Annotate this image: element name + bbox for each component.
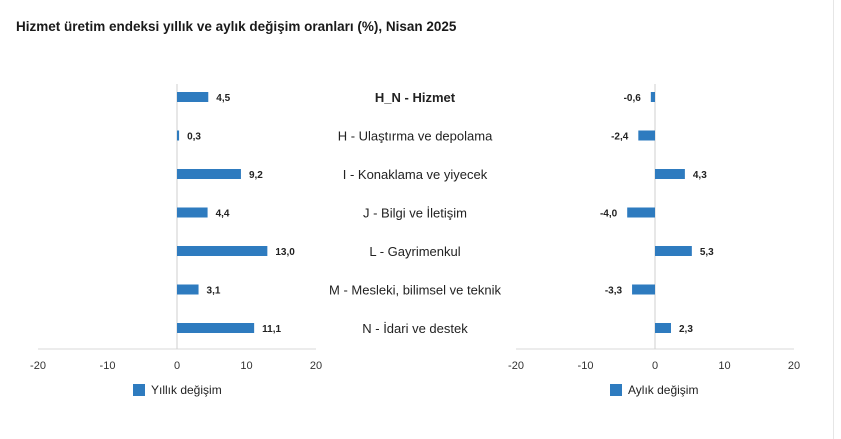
x-tick-label-aylik: 0 <box>652 360 658 372</box>
data-label-aylik: -3,3 <box>605 286 623 297</box>
bar-yillik[interactable] <box>177 169 241 179</box>
bar-aylik[interactable] <box>655 169 685 179</box>
data-label-yillik: 9,2 <box>249 170 263 181</box>
data-label-aylik: -2,4 <box>611 132 629 143</box>
bar-yillik[interactable] <box>177 246 268 256</box>
x-tick-label-yillik: -10 <box>100 360 116 372</box>
category-label: H - Ulaştırma ve depolama <box>338 129 493 144</box>
data-label-aylik: -4,0 <box>600 209 618 220</box>
data-label-yillik: 0,3 <box>187 132 201 143</box>
data-label-aylik: 2,3 <box>679 324 693 335</box>
legend-swatch-yillik <box>133 384 145 396</box>
category-label: I - Konaklama ve yiyecek <box>343 167 488 182</box>
data-label-aylik: 4,3 <box>693 170 707 181</box>
x-tick-label-aylik: -10 <box>578 360 594 372</box>
x-tick-label-yillik: 10 <box>240 360 252 372</box>
legend-yillik[interactable]: Yıllık değişim <box>133 383 222 397</box>
bar-aylik[interactable] <box>638 130 655 141</box>
bar-yillik[interactable] <box>177 323 255 333</box>
bar-aylik[interactable] <box>627 207 655 218</box>
chart-title: Hizmet üretim endeksi yıllık ve aylık de… <box>16 19 457 34</box>
category-label: N - İdari ve destek <box>362 321 468 336</box>
bar-aylik[interactable] <box>655 323 671 333</box>
bar-yillik[interactable] <box>177 92 209 102</box>
bar-yillik[interactable] <box>177 130 180 141</box>
x-tick-label-aylik: -20 <box>508 360 524 372</box>
data-label-yillik: 11,1 <box>262 324 281 335</box>
category-label: L - Gayrimenkul <box>369 244 460 259</box>
bar-aylik[interactable] <box>655 246 692 256</box>
x-tick-label-aylik: 10 <box>718 360 730 372</box>
data-label-yillik: 4,4 <box>216 209 230 220</box>
x-tick-label-yillik: 20 <box>310 360 322 372</box>
data-label-aylik: 5,3 <box>700 247 714 258</box>
legend-swatch-aylik <box>610 384 622 396</box>
data-label-yillik: 3,1 <box>207 286 221 297</box>
x-tick-label-yillik: 0 <box>174 360 180 372</box>
data-label-yillik: 13,0 <box>275 247 295 258</box>
legend-label-aylik: Aylık değişim <box>628 383 699 397</box>
bar-aylik[interactable] <box>650 92 655 102</box>
data-label-aylik: -0,6 <box>624 93 642 104</box>
category-label: J - Bilgi ve İletişim <box>363 206 467 221</box>
bar-yillik[interactable] <box>177 207 208 218</box>
legend-aylik[interactable]: Aylık değişim <box>610 383 698 397</box>
bar-yillik[interactable] <box>177 284 199 295</box>
data-label-yillik: 4,5 <box>216 93 230 104</box>
category-label: M - Mesleki, bilimsel ve teknik <box>329 283 501 298</box>
legend-label-yillik: Yıllık değişim <box>151 383 222 397</box>
category-label: H_N - Hizmet <box>375 90 456 105</box>
bar-aylik[interactable] <box>632 284 655 295</box>
panel-divider <box>833 0 834 439</box>
x-tick-label-aylik: 20 <box>788 360 800 372</box>
x-tick-label-yillik: -20 <box>30 360 46 372</box>
